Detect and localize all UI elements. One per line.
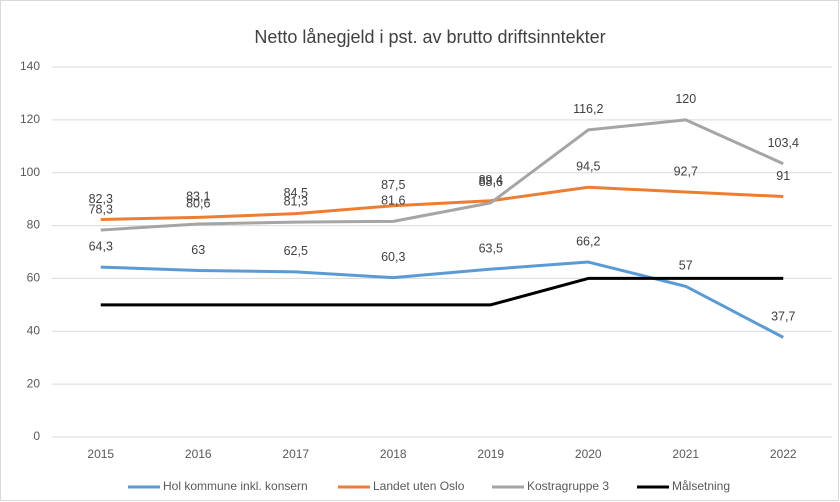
- data-label: 63,5: [479, 241, 503, 255]
- legend-label: Målsetning: [672, 479, 730, 493]
- data-label: 80,6: [186, 196, 210, 210]
- data-label: 89,4: [479, 173, 503, 187]
- y-tick-label: 100: [20, 165, 40, 179]
- data-label: 84,5: [284, 186, 308, 200]
- y-tick-label: 20: [27, 376, 41, 390]
- data-label: 94,5: [576, 160, 600, 174]
- series-line: [100, 276, 784, 307]
- data-label: 60,3: [381, 250, 405, 264]
- data-label: 81,6: [381, 194, 405, 208]
- data-label: 83,1: [186, 190, 210, 204]
- y-tick-label: 0: [33, 429, 40, 443]
- x-tick-label: 2018: [380, 447, 407, 461]
- x-tick-label: 2020: [575, 447, 602, 461]
- data-label: 103,4: [768, 136, 799, 150]
- data-label: 62,5: [284, 244, 308, 258]
- y-tick-label: 60: [27, 271, 41, 285]
- data-label: 37,7: [771, 310, 795, 324]
- data-label: 87,5: [381, 178, 405, 192]
- legend-label: Hol kommune inkl. konsern: [163, 479, 308, 493]
- legend-label: Landet uten Oslo: [373, 479, 465, 493]
- x-tick-label: 2017: [282, 447, 309, 461]
- y-tick-label: 80: [27, 218, 41, 232]
- y-tick-label: 40: [27, 323, 41, 337]
- data-label: 82,3: [89, 192, 113, 206]
- y-tick-label: 140: [20, 59, 40, 73]
- y-tick-label: 120: [20, 112, 40, 126]
- data-label: 88,6: [479, 175, 503, 189]
- data-label: 57: [679, 259, 693, 273]
- data-label: 66,2: [576, 234, 600, 248]
- series-line: [100, 260, 784, 339]
- data-label: 116,2: [573, 102, 603, 116]
- x-tick-label: 2019: [477, 447, 504, 461]
- data-label: 120: [675, 92, 696, 106]
- data-label: 91: [776, 169, 790, 183]
- x-tick-label: 2022: [770, 447, 797, 461]
- x-tick-label: 2021: [672, 447, 699, 461]
- series-line: [100, 185, 784, 221]
- chart-title: Netto lånegjeld i pst. av brutto driftsi…: [254, 27, 605, 47]
- x-tick-label: 2016: [185, 447, 212, 461]
- data-label: 92,7: [674, 164, 698, 178]
- data-label: 64,3: [89, 239, 113, 253]
- x-tick-label: 2015: [87, 447, 114, 461]
- data-label: 81,3: [284, 194, 308, 208]
- series-line: [100, 118, 784, 232]
- data-label: 78,3: [89, 202, 113, 216]
- data-label: 63: [191, 243, 205, 257]
- legend-label: Kostragruppe 3: [527, 479, 609, 493]
